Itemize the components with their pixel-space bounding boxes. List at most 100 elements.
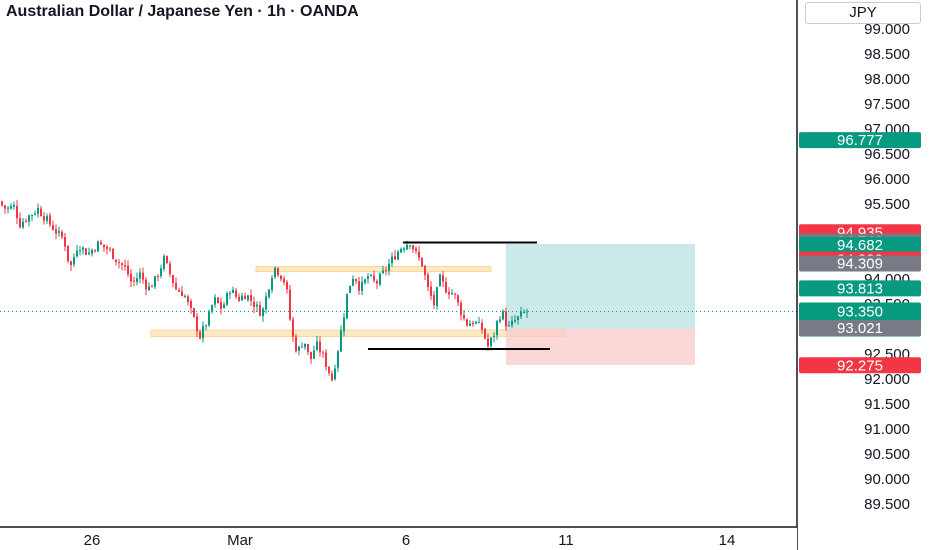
candle [382, 265, 384, 275]
price-label-93-021: 93.021 [799, 319, 921, 337]
candle [22, 217, 24, 229]
price-label-box [799, 132, 921, 149]
candle-body [319, 341, 321, 353]
candle [478, 316, 480, 324]
candle [526, 308, 528, 318]
candle-body [199, 331, 201, 339]
candle-body [241, 295, 243, 301]
candle [52, 220, 54, 231]
candle-body [493, 336, 495, 338]
candle [118, 258, 120, 269]
candle [454, 292, 456, 300]
candle [73, 253, 75, 268]
candle-body [256, 304, 258, 307]
candle-body [223, 304, 225, 309]
candle [280, 274, 282, 282]
price-label-box [799, 319, 921, 336]
candle-body [79, 250, 81, 252]
candle-body [184, 296, 186, 298]
candle-body [301, 346, 303, 348]
candle-body [202, 326, 204, 339]
candle-body [271, 277, 273, 291]
candle [94, 248, 96, 253]
candle [505, 307, 507, 331]
candle [97, 240, 99, 252]
candle [442, 271, 444, 287]
candle-body [136, 278, 138, 282]
price-tick-label: 98.000 [864, 71, 910, 88]
candle [496, 320, 498, 340]
price-axis[interactable]: 99.00098.50098.00097.50097.00096.50096.0… [796, 0, 932, 550]
candle-body [22, 221, 24, 228]
price-label-value: 94.309 [837, 256, 883, 273]
candle [34, 210, 36, 216]
candle [208, 309, 210, 328]
candle-body [43, 216, 45, 221]
time-tick-label: 6 [402, 532, 410, 549]
candle-body [4, 205, 6, 209]
candle-body [52, 225, 54, 230]
time-axis[interactable]: 26 Mar 6 11 14 [0, 526, 797, 550]
candle-body [409, 245, 411, 247]
candle-body [55, 229, 57, 234]
candle-body [277, 268, 279, 276]
candle [4, 204, 6, 214]
candle-body [448, 291, 450, 295]
candle-body [475, 321, 477, 324]
candle [385, 266, 387, 276]
price-label-box [799, 280, 921, 297]
time-tick-label: 11 [558, 532, 574, 549]
candle-body [358, 281, 360, 291]
candle-body [16, 205, 18, 219]
candle-body [472, 322, 474, 325]
candle-body [466, 319, 468, 326]
candle [457, 294, 459, 307]
candle [229, 290, 231, 300]
candle-body [73, 256, 75, 265]
candle-body [310, 351, 312, 360]
candle [493, 332, 495, 343]
candle-body [160, 268, 162, 277]
candle-body [328, 366, 330, 373]
price-tick-label: 89.500 [864, 496, 910, 513]
candle [79, 246, 81, 256]
candle-body [406, 244, 408, 250]
candle-body [322, 352, 324, 354]
candle-body [94, 250, 96, 252]
price-tick-label: 96.000 [864, 171, 910, 188]
candle [439, 273, 441, 287]
candle-body [433, 295, 435, 305]
candle-body [25, 220, 27, 222]
candle-body [508, 325, 510, 327]
candle [154, 275, 156, 290]
candle-body [76, 250, 78, 257]
currency-selector[interactable]: JPY [805, 2, 921, 24]
candle-body [307, 344, 309, 352]
candle-body [442, 275, 444, 282]
candle [352, 275, 354, 287]
price-tick-label: 97.500 [864, 96, 910, 113]
candle-body [376, 281, 378, 284]
candle-body [526, 311, 528, 313]
candle-body [490, 337, 492, 347]
candle [49, 212, 51, 228]
time-tick-label: Mar [227, 532, 253, 549]
candle [391, 252, 393, 267]
candle-body [220, 302, 222, 309]
candle-body [163, 256, 165, 269]
candle [64, 232, 66, 251]
candle [178, 287, 180, 292]
candle-body [109, 248, 111, 250]
candle-body [85, 248, 87, 255]
candle [82, 246, 84, 255]
annotation-zones [150, 244, 695, 365]
candle [127, 260, 129, 277]
candle [502, 309, 504, 321]
candle-body [1, 201, 3, 206]
candle [187, 294, 189, 306]
candle-body [487, 338, 489, 347]
candle [319, 336, 321, 357]
price-label-box [799, 236, 921, 253]
candle-body [316, 341, 318, 350]
